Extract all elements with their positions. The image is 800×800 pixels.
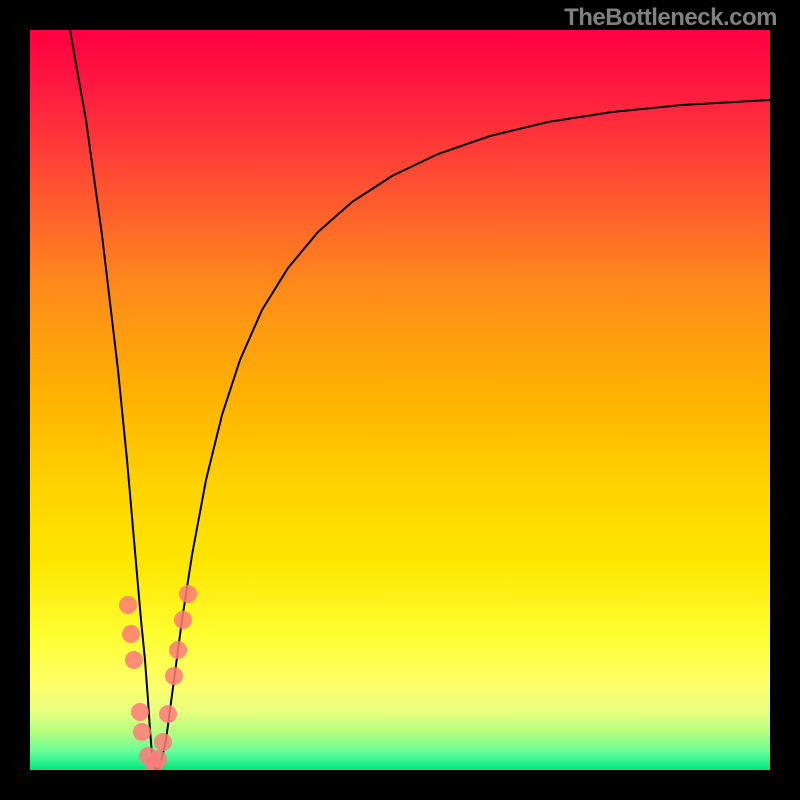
- bottleneck-chart: [0, 0, 800, 800]
- curve-marker: [179, 585, 197, 603]
- curve-marker: [119, 596, 137, 614]
- curve-marker: [154, 733, 172, 751]
- curve-marker: [133, 723, 151, 741]
- curve-marker: [131, 703, 149, 721]
- curve-marker: [174, 611, 192, 629]
- chart-stage: TheBottleneck.com: [0, 0, 800, 800]
- curve-marker: [159, 705, 177, 723]
- curve-marker: [149, 750, 167, 768]
- curve-marker: [165, 667, 183, 685]
- watermark-text: TheBottleneck.com: [564, 4, 777, 32]
- curve-marker: [125, 651, 143, 669]
- curve-marker: [122, 625, 140, 643]
- curve-marker: [169, 641, 187, 659]
